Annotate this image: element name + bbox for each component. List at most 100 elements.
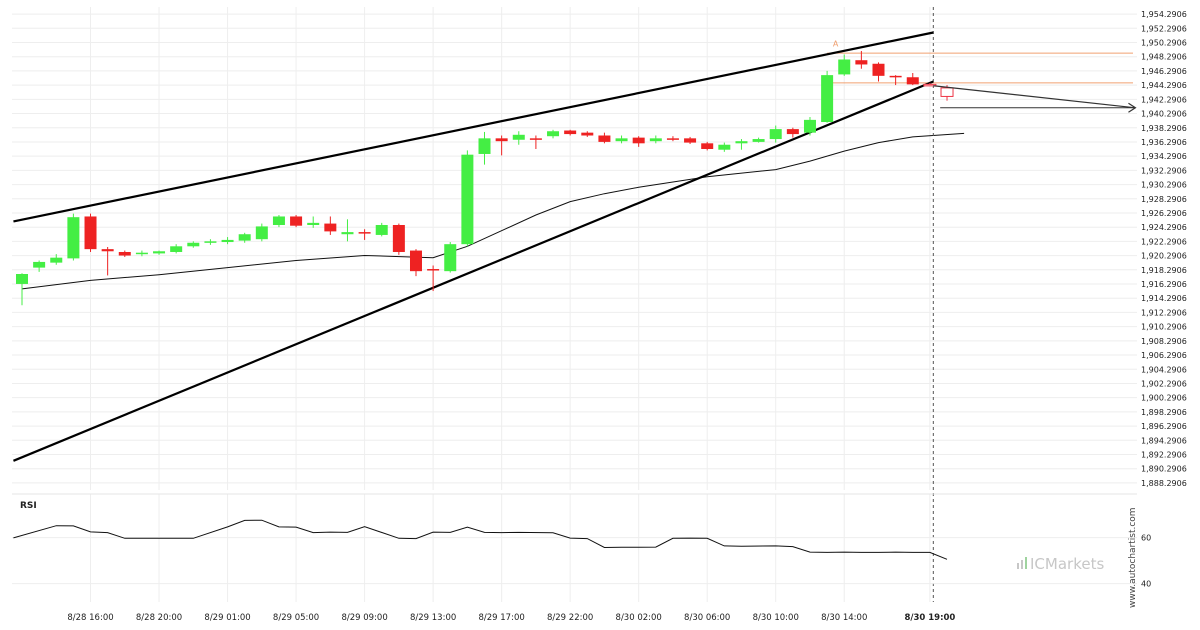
price-tick-label: 1,888.2906 [1141, 479, 1187, 488]
candle-body [478, 138, 491, 154]
candle-body [170, 246, 183, 252]
candle-body [221, 239, 234, 243]
rsi-panel: RSI 60 40 [12, 493, 1151, 589]
price-tick-label: 1,936.2906 [1141, 138, 1187, 147]
candle-body [290, 216, 303, 226]
candle-body [118, 251, 131, 256]
candle-body [564, 130, 577, 135]
time-tick-label: 8/29 13:00 [410, 613, 456, 623]
watermark-site: www.autochartist.com [1128, 507, 1138, 608]
time-axis: 8/28 16:00 8/28 20:00 8/29 01:00 8/29 05:00… [67, 613, 955, 623]
candle-body [803, 119, 816, 133]
price-tick-label: 1,898.2906 [1141, 408, 1187, 417]
price-tick-label: 1,954.2906 [1141, 10, 1187, 19]
price-tick-label: 1,908.2906 [1141, 337, 1187, 346]
candle-body [409, 250, 422, 272]
time-tick-label: 8/29 05:00 [273, 613, 319, 623]
candle-body [906, 77, 919, 85]
candle-body [341, 232, 354, 235]
price-tick-label: 1,902.2906 [1141, 379, 1187, 388]
price-tick-label: 1,926.2906 [1141, 209, 1187, 218]
price-tick-label: 1,918.2906 [1141, 266, 1187, 275]
rsi-line [13, 519, 948, 560]
candle-body [495, 138, 508, 142]
price-axis: 1,954.2906 1,952.2906 1,950.2906 1,948.2906… [1141, 10, 1187, 488]
projection-arrow-head [1128, 102, 1137, 113]
price-tick-label: 1,942.2906 [1141, 95, 1187, 104]
candle-body [153, 251, 166, 254]
price-tick-label: 1,894.2906 [1141, 436, 1187, 445]
price-tick-label: 1,930.2906 [1141, 181, 1187, 190]
candle-body [255, 226, 268, 240]
candle-body [50, 257, 63, 263]
watermark: ICMarkets www.autochartist.com [1017, 507, 1138, 608]
candle-body [855, 60, 868, 65]
candle-body [598, 135, 611, 142]
price-tick-label: 1,944.2906 [1141, 81, 1187, 90]
price-tick-label: 1,940.2906 [1141, 110, 1187, 119]
price-tick-label: 1,890.2906 [1141, 465, 1187, 474]
candle-body [204, 241, 217, 243]
time-tick-label: 8/29 01:00 [204, 613, 250, 623]
support-trendline [13, 80, 934, 462]
candle-body [444, 244, 457, 272]
candle-body [581, 132, 594, 136]
candle-body [752, 139, 765, 142]
rsi-tick-label: 40 [1141, 580, 1151, 589]
candle-body [375, 224, 388, 235]
candle-body [701, 143, 714, 149]
grid-layer [12, 7, 1137, 602]
candle-body [649, 138, 662, 142]
candle-body [529, 138, 542, 140]
price-tick-label: 1,950.2906 [1141, 39, 1187, 48]
candle-body [272, 216, 285, 225]
candle-body [187, 242, 200, 247]
candle-body [666, 138, 679, 140]
candle-body [547, 131, 560, 137]
candle-body [324, 223, 337, 232]
candle-body [632, 137, 645, 144]
price-tick-label: 1,946.2906 [1141, 67, 1187, 76]
price-tick-label: 1,912.2906 [1141, 308, 1187, 317]
rsi-tick-label: 60 [1141, 534, 1151, 543]
resistance-trendline [13, 31, 934, 223]
time-tick-label: 8/30 06:00 [684, 613, 730, 623]
projection-arrow-line [933, 85, 1136, 109]
candle-body [67, 217, 80, 259]
candle-body [512, 134, 525, 140]
time-tick-label: 8/29 09:00 [341, 613, 387, 623]
price-tick-label: 1,934.2906 [1141, 152, 1187, 161]
candle-body [238, 234, 251, 241]
price-tick-label: 1,910.2906 [1141, 323, 1187, 332]
watermark-brand: ICMarkets [1030, 555, 1104, 573]
candle-body [427, 269, 440, 271]
candle-body [735, 141, 748, 144]
time-tick-label: 8/29 17:00 [478, 613, 524, 623]
candle-body [84, 216, 97, 250]
moving-average-line [21, 132, 965, 290]
price-tick-label: 1,952.2906 [1141, 24, 1187, 33]
price-tick-label: 1,948.2906 [1141, 53, 1187, 62]
price-tick-label: 1,928.2906 [1141, 195, 1187, 204]
price-tick-label: 1,938.2906 [1141, 124, 1187, 133]
candle-body [769, 129, 782, 140]
candle-body [101, 249, 114, 252]
projected-candle-body [923, 83, 937, 87]
moving-average-layer [21, 132, 965, 290]
candle-body [718, 144, 731, 150]
price-tick-label: 1,904.2906 [1141, 365, 1187, 374]
candle-body [16, 274, 28, 284]
candle-body [872, 63, 885, 76]
time-tick-label: 8/28 20:00 [136, 613, 182, 623]
time-tick-label: 8/29 22:00 [547, 613, 593, 623]
trendlines-layer [13, 31, 934, 462]
time-tick-label: 8/30 19:00 [904, 613, 955, 623]
candle-body [461, 154, 474, 245]
time-tick-label: 8/30 10:00 [753, 613, 799, 623]
price-tick-label: 1,892.2906 [1141, 450, 1187, 459]
candle-body [392, 224, 405, 252]
candle-body [838, 59, 851, 75]
price-tick-label: 1,924.2906 [1141, 223, 1187, 232]
